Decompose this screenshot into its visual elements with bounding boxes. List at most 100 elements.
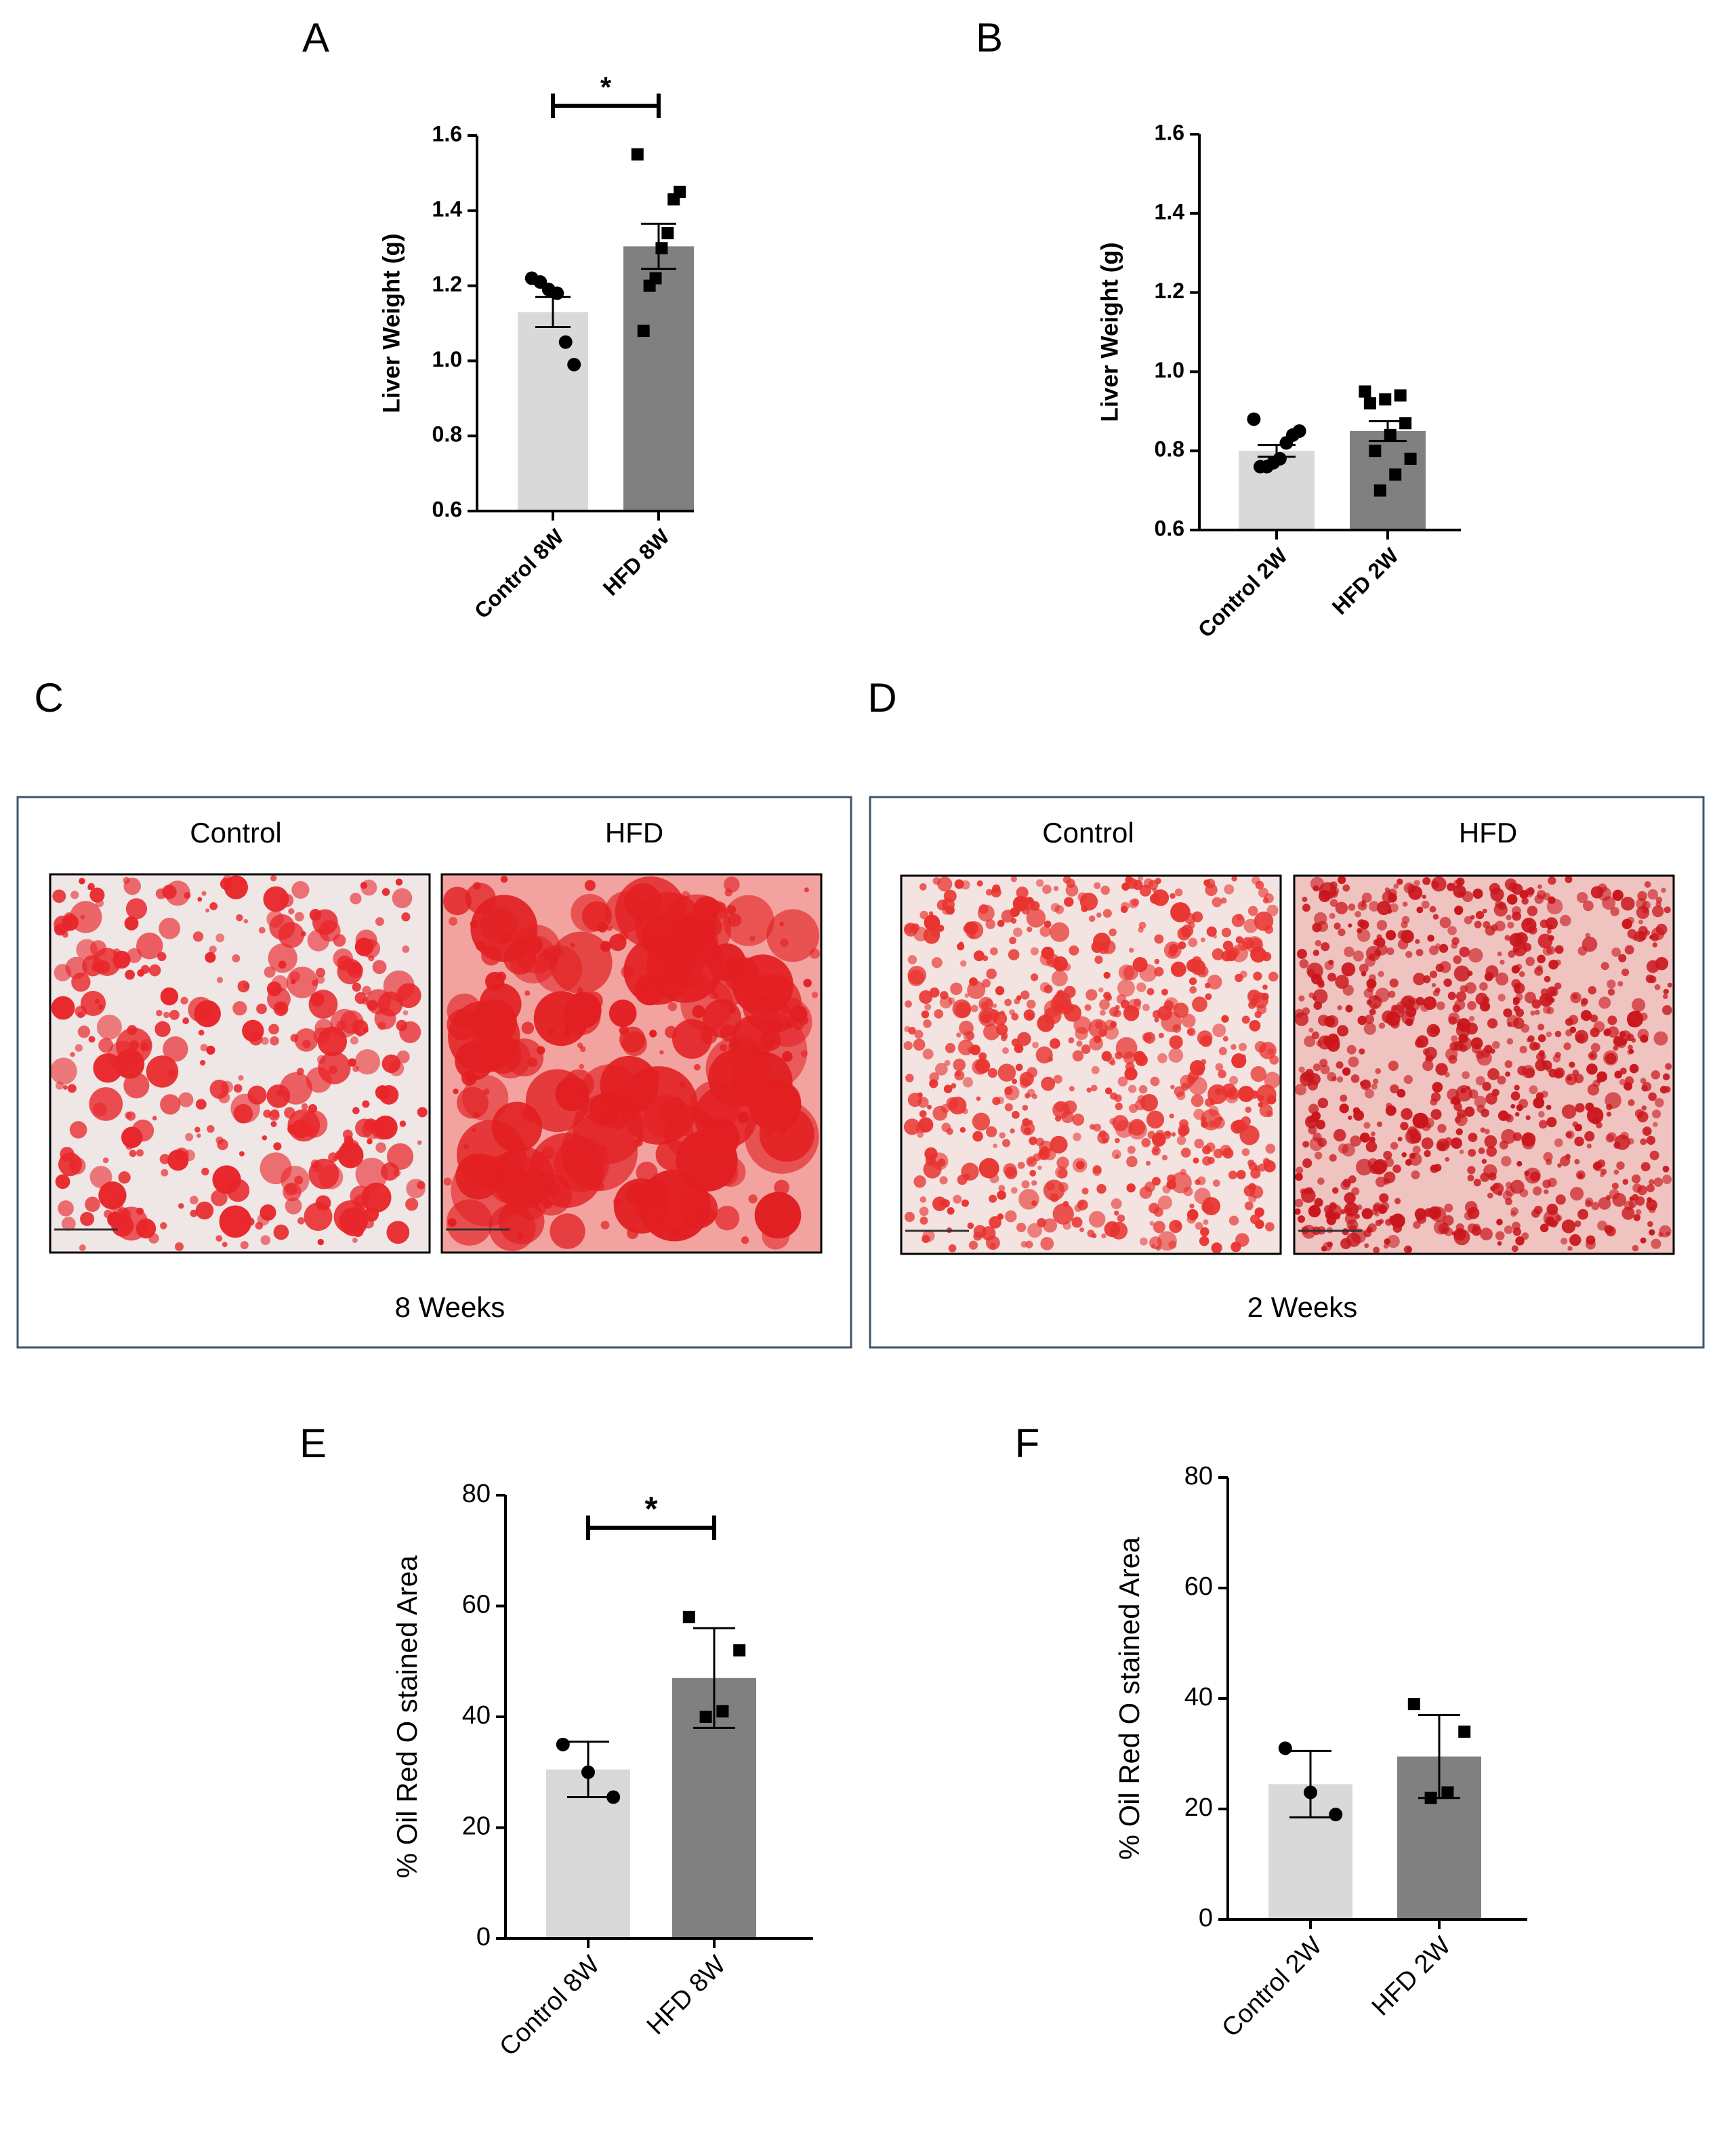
stain-droplet xyxy=(1495,972,1509,985)
stain-droplet xyxy=(1154,967,1164,977)
stain-droplet xyxy=(530,1173,573,1216)
stain-droplet xyxy=(201,1167,209,1176)
stain-droplet xyxy=(125,898,148,920)
stain-droplet xyxy=(1569,1026,1577,1034)
stain-droplet xyxy=(1487,1068,1500,1080)
stain-droplet xyxy=(1507,921,1514,929)
stain-droplet xyxy=(1352,950,1364,962)
stain-droplet xyxy=(1632,1194,1639,1201)
stain-droplet xyxy=(1140,1094,1158,1112)
stain-droplet xyxy=(1010,876,1018,882)
data-point xyxy=(637,325,650,338)
stain-droplet xyxy=(1487,1018,1498,1029)
stain-droplet xyxy=(1651,1238,1661,1249)
stain-droplet xyxy=(1390,1019,1400,1029)
stain-droplet xyxy=(1546,1006,1554,1015)
stain-droplet xyxy=(1667,982,1673,988)
stain-droplet xyxy=(1169,1035,1183,1049)
stain-droplet xyxy=(1061,1111,1074,1124)
stain-droplet xyxy=(917,1131,924,1138)
stain-droplet xyxy=(1640,1078,1647,1084)
stain-droplet xyxy=(1010,918,1017,924)
stain-droplet xyxy=(1555,1194,1566,1205)
stain-droplet xyxy=(1302,896,1308,902)
stain-droplet xyxy=(285,1197,302,1215)
stain-droplet xyxy=(1148,880,1159,890)
stain-droplet xyxy=(363,1027,369,1033)
stain-droplet xyxy=(1231,914,1245,927)
stain-droplet xyxy=(1592,1162,1601,1171)
stain-droplet xyxy=(1128,1118,1146,1136)
stain-droplet xyxy=(1071,1217,1083,1228)
stain-droplet xyxy=(1513,1005,1521,1013)
stain-droplet xyxy=(1646,1183,1655,1193)
stain-droplet xyxy=(1605,1134,1615,1143)
y-tick-label: 1.6 xyxy=(1155,120,1184,144)
stain-droplet xyxy=(1039,925,1051,937)
stain-droplet xyxy=(947,1207,955,1215)
stain-droplet xyxy=(1474,1095,1487,1108)
stain-droplet xyxy=(1171,1132,1176,1137)
stain-droplet xyxy=(1390,1141,1399,1150)
stain-droplet xyxy=(962,1077,974,1088)
stain-droplet xyxy=(399,1021,421,1043)
stain-droplet xyxy=(1451,1035,1458,1042)
stain-droplet xyxy=(968,1046,975,1054)
stain-droplet xyxy=(986,969,997,979)
stain-droplet xyxy=(1640,1138,1647,1145)
stain-droplet xyxy=(1205,878,1216,889)
stain-droplet xyxy=(1081,905,1088,912)
stain-droplet xyxy=(1640,1162,1651,1172)
stain-droplet xyxy=(1264,1072,1281,1089)
stain-droplet xyxy=(1247,906,1258,916)
stain-droplet xyxy=(1100,885,1110,895)
stain-droplet xyxy=(1017,1161,1025,1169)
stain-droplet xyxy=(1649,1229,1655,1236)
stain-droplet xyxy=(1236,1170,1246,1179)
stain-droplet xyxy=(959,1126,966,1133)
stain-droplet xyxy=(1647,889,1658,900)
stain-droplet xyxy=(1519,1045,1527,1054)
stain-droplet xyxy=(692,1005,705,1019)
stain-droplet xyxy=(392,888,413,909)
stain-droplet xyxy=(1248,1194,1257,1203)
stain-droplet xyxy=(1200,1059,1207,1065)
stain-droplet xyxy=(1163,1131,1172,1139)
stain-droplet xyxy=(386,1221,410,1244)
stain-droplet xyxy=(774,1179,789,1196)
stain-droplet xyxy=(1537,884,1542,889)
stain-droplet xyxy=(1506,1015,1519,1028)
stain-droplet xyxy=(1610,907,1619,916)
stain-droplet xyxy=(1137,876,1144,882)
y-tick-label: 80 xyxy=(462,1480,491,1508)
stain-droplet xyxy=(1327,973,1337,982)
stain-droplet xyxy=(1607,988,1615,996)
stain-droplet xyxy=(1055,1166,1068,1179)
stain-droplet xyxy=(1514,1084,1520,1091)
stain-droplet xyxy=(1015,1063,1023,1072)
stain-droplet xyxy=(1153,1206,1163,1217)
stain-droplet xyxy=(1514,988,1520,994)
stain-droplet xyxy=(1504,878,1517,891)
stain-droplet xyxy=(1464,1106,1475,1117)
stain-droplet xyxy=(1359,1132,1370,1143)
stain-droplet xyxy=(401,912,411,922)
stain-droplet xyxy=(1480,1227,1493,1241)
stain-droplet xyxy=(1099,999,1110,1011)
stain-droplet xyxy=(1074,1204,1082,1212)
stain-droplet xyxy=(1548,935,1554,941)
stain-droplet xyxy=(1397,878,1403,885)
stain-droplet xyxy=(1032,1041,1039,1049)
stain-droplet xyxy=(1526,1038,1531,1042)
stain-droplet xyxy=(985,1236,1000,1250)
stain-droplet xyxy=(976,1096,981,1101)
stain-droplet xyxy=(1661,887,1666,893)
stain-droplet xyxy=(1577,946,1588,956)
stain-droplet xyxy=(1364,1014,1374,1025)
stain-droplet xyxy=(55,1174,70,1190)
stain-droplet xyxy=(1336,1061,1344,1069)
stain-droplet xyxy=(1596,1071,1608,1082)
stain-droplet xyxy=(1484,972,1493,981)
stain-droplet xyxy=(1369,1164,1380,1175)
